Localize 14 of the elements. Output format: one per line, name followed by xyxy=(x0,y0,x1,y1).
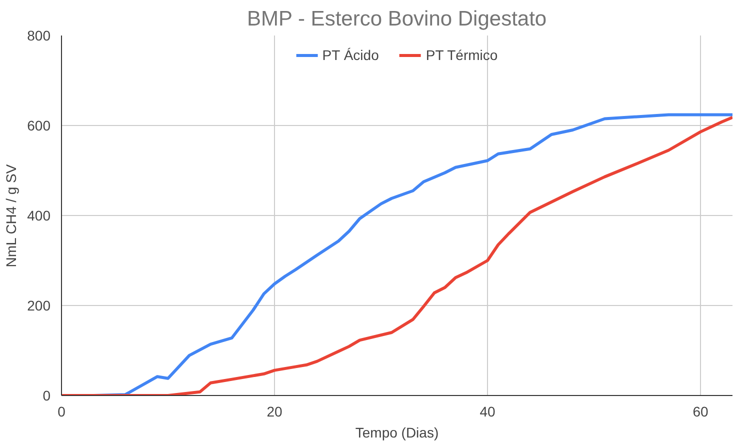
x-tick-label: 60 xyxy=(692,404,709,420)
y-tick-label: 600 xyxy=(27,118,51,134)
x-tick-label: 40 xyxy=(480,404,496,420)
x-axis-title: Tempo (Dias) xyxy=(355,424,439,440)
y-axis-title: NmL CH4 / g SV xyxy=(3,164,20,268)
x-tick-label: 20 xyxy=(266,404,283,420)
y-tick-label: 0 xyxy=(42,388,51,404)
chart-title: BMP - Esterco Bovino Digestato xyxy=(247,8,547,30)
legend-label: PT Ácido xyxy=(322,47,379,63)
y-tick-label: 200 xyxy=(27,298,51,314)
y-tick-label: 400 xyxy=(27,208,51,224)
x-tick-label: 0 xyxy=(58,404,66,420)
legend-label: PT Térmico xyxy=(426,47,498,63)
y-tick-label: 800 xyxy=(27,28,51,44)
